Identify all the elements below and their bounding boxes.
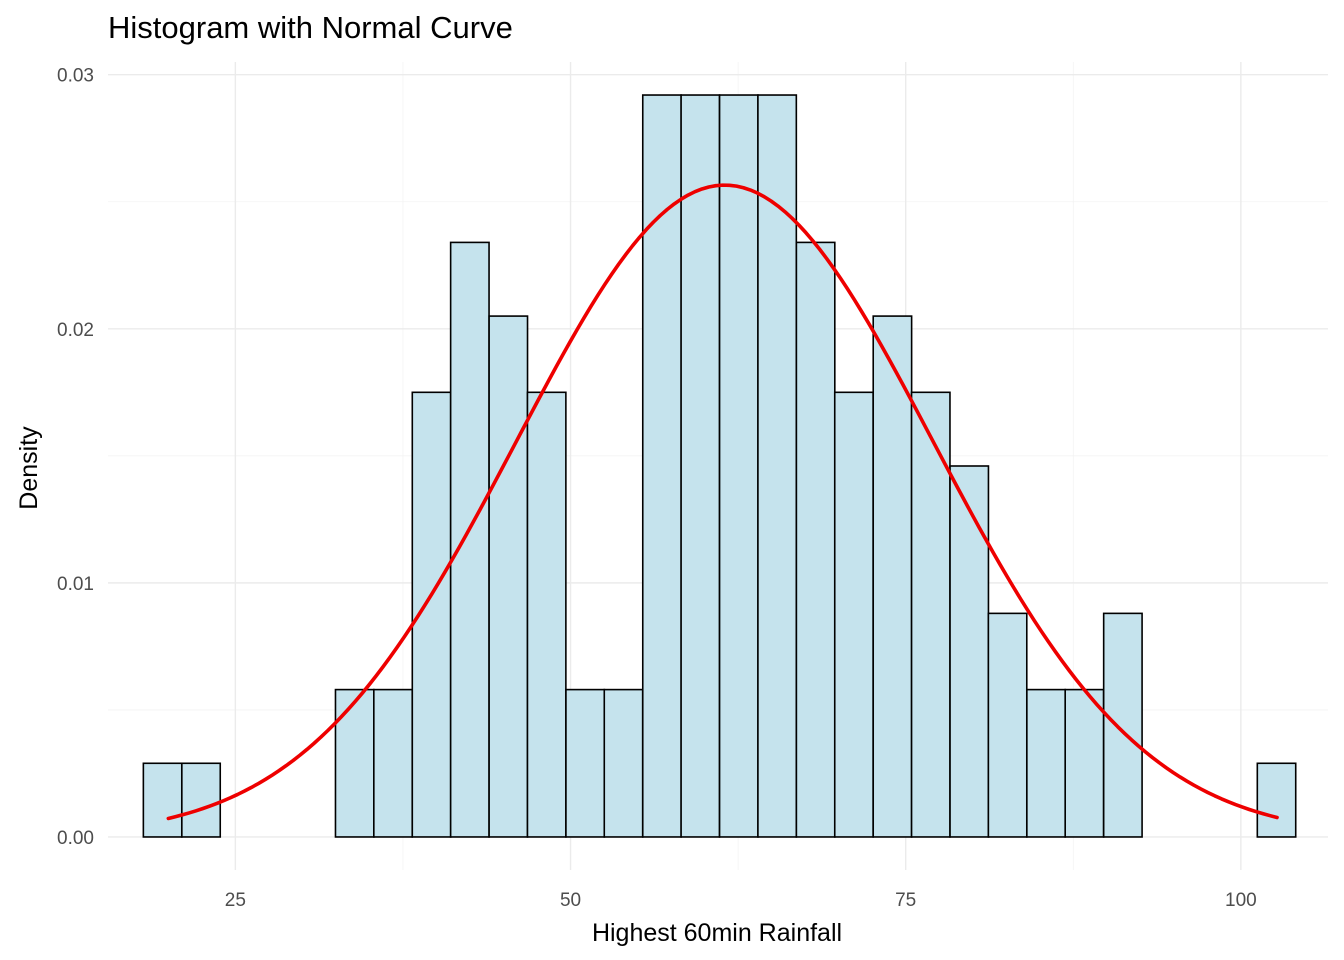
y-axis-title: Density [15,426,43,510]
normal-curve [166,183,1279,821]
x-tick-label: 75 [895,890,916,911]
normal-curve-layer [166,183,1279,821]
y-tick-label: 0.02 [57,320,94,341]
histogram-bar [334,688,375,838]
histogram-bar [1102,612,1143,838]
histogram-bar [488,315,529,838]
x-tick-label: 25 [225,890,246,911]
x-tick-label: 100 [1225,890,1257,911]
histogram-bars [142,94,1297,838]
histogram-bar [526,391,567,838]
x-tick-label: 50 [560,890,581,911]
chart-title: Histogram with Normal Curve [108,10,513,45]
histogram-bar [181,762,222,838]
y-axis-ticks: 0.00 0.01 0.02 0.03 [57,66,94,849]
histogram-bar [1256,762,1297,838]
y-tick-label: 0.01 [57,574,94,595]
y-tick-label: 0.03 [57,66,94,87]
histogram-bar [949,465,990,838]
histogram-bar [910,391,951,838]
histogram-bar [872,315,913,838]
histogram-bar [987,612,1028,838]
histogram-bar [449,241,490,838]
histogram-bar [1026,688,1067,838]
histogram-bar [1064,688,1105,838]
x-axis-title: Highest 60min Rainfall [592,919,842,947]
histogram-bar [603,688,644,838]
histogram-bar [142,762,183,838]
x-axis-ticks: 25 50 75 100 [225,890,1257,911]
y-tick-label: 0.00 [57,828,94,849]
histogram-bar [565,688,606,838]
histogram-bar [718,94,759,838]
histogram-bar [641,94,682,838]
histogram-bar [833,391,874,838]
histogram-bar [373,688,414,838]
histogram-bar [680,94,721,838]
histogram-bar [795,241,836,838]
